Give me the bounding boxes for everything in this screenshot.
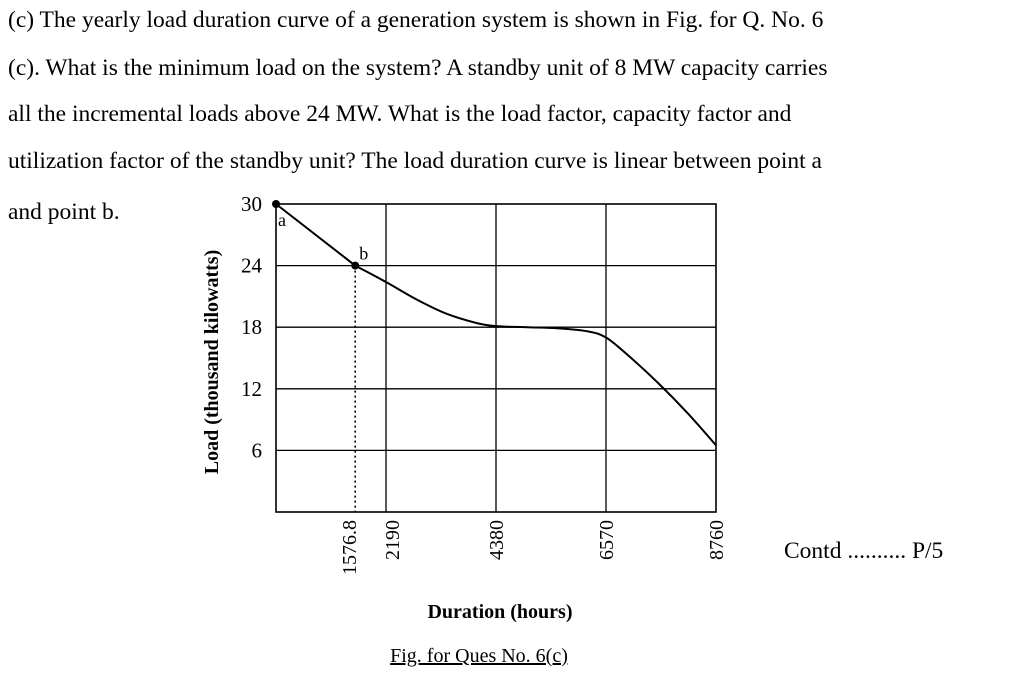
x-tick-8760: 8760 [706, 520, 728, 560]
y-tick-24: 24 [241, 254, 263, 278]
question-line-5: and point b. [8, 199, 120, 225]
y-tick-6: 6 [252, 438, 263, 462]
x-tick-4380: 4380 [486, 520, 508, 560]
x-tick-6570: 6570 [596, 520, 618, 560]
point-b [351, 261, 360, 270]
x-tick-labels: 1576.8 2190 4380 6570 8760 [339, 520, 728, 575]
figure-caption: Fig. for Ques No. 6(c) [390, 645, 568, 667]
y-tick-labels: 30 24 18 12 6 [241, 192, 263, 462]
load-duration-curve-group [275, 203, 717, 446]
x-tick-1576.8: 1576.8 [339, 520, 361, 575]
load-duration-curve [275, 203, 717, 446]
chart-grid [275, 203, 717, 513]
y-tick-30: 30 [241, 192, 262, 216]
y-tick-12: 12 [241, 377, 262, 401]
point-b-label: b [359, 244, 368, 264]
question-line-1: (c) The yearly load duration curve of a … [8, 7, 824, 33]
question-line-2: (c). What is the minimum load on the sys… [8, 55, 828, 81]
question-line-3: all the incremental loads above 24 MW. W… [8, 101, 792, 127]
continued-note: Contd .......... P/5 [784, 538, 944, 564]
y-tick-18: 18 [241, 315, 262, 339]
question-line-4: utilization factor of the standby unit? … [8, 148, 822, 174]
x-axis-label: Duration (hours) [427, 601, 572, 623]
point-a-label: a [278, 210, 286, 230]
point-a [272, 200, 280, 208]
y-axis-label: Load (thousand kilowatts) [201, 250, 223, 475]
chart-points: ab [272, 200, 368, 270]
x-tick-2190: 2190 [382, 520, 404, 560]
